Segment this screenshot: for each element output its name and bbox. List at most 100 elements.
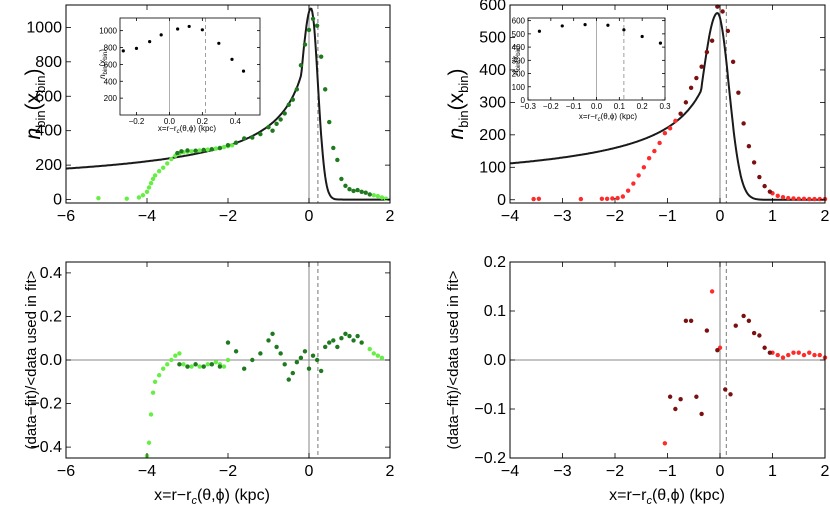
- y-tick-label: 600: [104, 60, 118, 69]
- data-point: [335, 157, 340, 163]
- data-point: [599, 196, 605, 201]
- x-tick-label: 0.0: [164, 117, 176, 126]
- x-tick-label: 2: [386, 208, 395, 225]
- x-tick-label: −1: [658, 208, 676, 225]
- data-point: [274, 344, 279, 350]
- y-tick-label: 0: [521, 96, 526, 105]
- data-point: [225, 340, 231, 345]
- data-point: [165, 161, 170, 166]
- data-point: [331, 145, 336, 151]
- x-tick-label: −1: [658, 463, 676, 480]
- data-point: [286, 102, 291, 108]
- data-point: [258, 351, 263, 356]
- data-point: [274, 121, 279, 127]
- data-point: [270, 331, 275, 337]
- y-tick-label: 0.2: [484, 254, 506, 271]
- data-point: [767, 189, 773, 194]
- x-tick-label: 0.2: [637, 102, 649, 111]
- inset-panel: −0.3 −0.2 −0.1 0.0 0.1 0.2 0.3 0 100 200 300 400 500…: [512, 17, 671, 111]
- x-tick-label: −3: [553, 463, 571, 480]
- y-tick-label: 100: [479, 159, 506, 176]
- data-point: [817, 196, 822, 202]
- data-point: [278, 351, 283, 356]
- data-point: [751, 160, 757, 165]
- data-point: [351, 338, 356, 343]
- y-tick-label: 500: [479, 29, 506, 46]
- x-tick-label: 0: [305, 208, 314, 225]
- data-point: [144, 189, 150, 195]
- data-point: [786, 352, 791, 358]
- data-point: [622, 28, 626, 32]
- inset-y-label-right: nbin(xbin): [511, 45, 522, 75]
- data-point: [736, 90, 741, 95]
- x-tick-label: 2: [821, 208, 830, 225]
- data-point: [306, 366, 312, 371]
- data-point: [371, 193, 376, 198]
- x-tick-label: −2: [606, 463, 624, 480]
- data-point: [187, 24, 191, 29]
- data-point: [185, 364, 190, 369]
- data-point: [343, 183, 348, 188]
- data-point: [355, 333, 360, 339]
- data-point: [812, 196, 817, 202]
- data-point: [791, 196, 796, 201]
- data-point: [662, 131, 668, 136]
- data-point: [318, 368, 324, 374]
- data-point: [359, 189, 364, 195]
- data-point: [363, 190, 368, 195]
- data-point: [801, 196, 807, 201]
- data-point: [209, 362, 214, 367]
- y-label-top-left: nbin(xbin): [22, 69, 48, 140]
- y-tick-label: 400: [512, 43, 526, 52]
- data-point: [230, 57, 234, 61]
- data-point: [694, 394, 699, 399]
- data-point: [306, 27, 312, 33]
- x-label-right: x=r−rc(θ,ϕ) (kpc): [609, 487, 725, 507]
- y-tick-label: 0.4: [40, 265, 62, 282]
- data-point: [242, 136, 247, 141]
- data-point: [318, 54, 324, 59]
- data-point: [383, 196, 389, 201]
- data-point: [667, 394, 673, 399]
- data-point: [134, 46, 139, 50]
- data-point: [709, 38, 715, 43]
- y-tick-label: 800: [35, 54, 62, 71]
- x-tick-label: −0.2: [129, 117, 145, 126]
- data-point: [347, 333, 352, 339]
- x-tick-label: 1: [768, 463, 777, 480]
- data-point: [531, 196, 536, 202]
- data-point: [193, 148, 198, 153]
- data-point: [96, 195, 101, 201]
- svg-text:nbin(xbin): nbin(xbin): [445, 69, 471, 140]
- data-point: [379, 355, 385, 361]
- data-point: [699, 411, 704, 417]
- y-tick-label: 500: [512, 30, 526, 39]
- data-point: [371, 351, 376, 356]
- data-point: [233, 349, 239, 354]
- data-point: [205, 147, 210, 152]
- data-point: [662, 441, 668, 446]
- data-point: [560, 24, 564, 28]
- panel-bottom-left-residuals: −6 −4 −2 0 2 −0.4 −0.2 0.0 0.2 0.4: [30, 261, 395, 480]
- data-point: [278, 117, 283, 122]
- data-point: [290, 370, 295, 376]
- x-tick-label: −0.2: [543, 102, 559, 111]
- data-point: [801, 352, 807, 358]
- x-tick-label: −4: [501, 208, 519, 225]
- data-point: [200, 28, 204, 32]
- data-point: [150, 176, 156, 182]
- data-point: [339, 336, 344, 341]
- inset-background: [120, 18, 260, 115]
- x-tick-label: 0: [305, 463, 314, 480]
- data-point: [704, 328, 710, 333]
- x-tick-label: −0.1: [566, 102, 582, 111]
- data-point: [148, 412, 154, 417]
- data-point: [290, 97, 295, 102]
- y-tick-label: −0.2: [30, 396, 62, 413]
- x-tick-label: 0.4: [230, 117, 242, 126]
- x-tick-label: −4: [501, 463, 519, 480]
- data-point: [375, 353, 381, 358]
- data-point: [359, 340, 364, 345]
- y-tick-label: 400: [35, 123, 62, 140]
